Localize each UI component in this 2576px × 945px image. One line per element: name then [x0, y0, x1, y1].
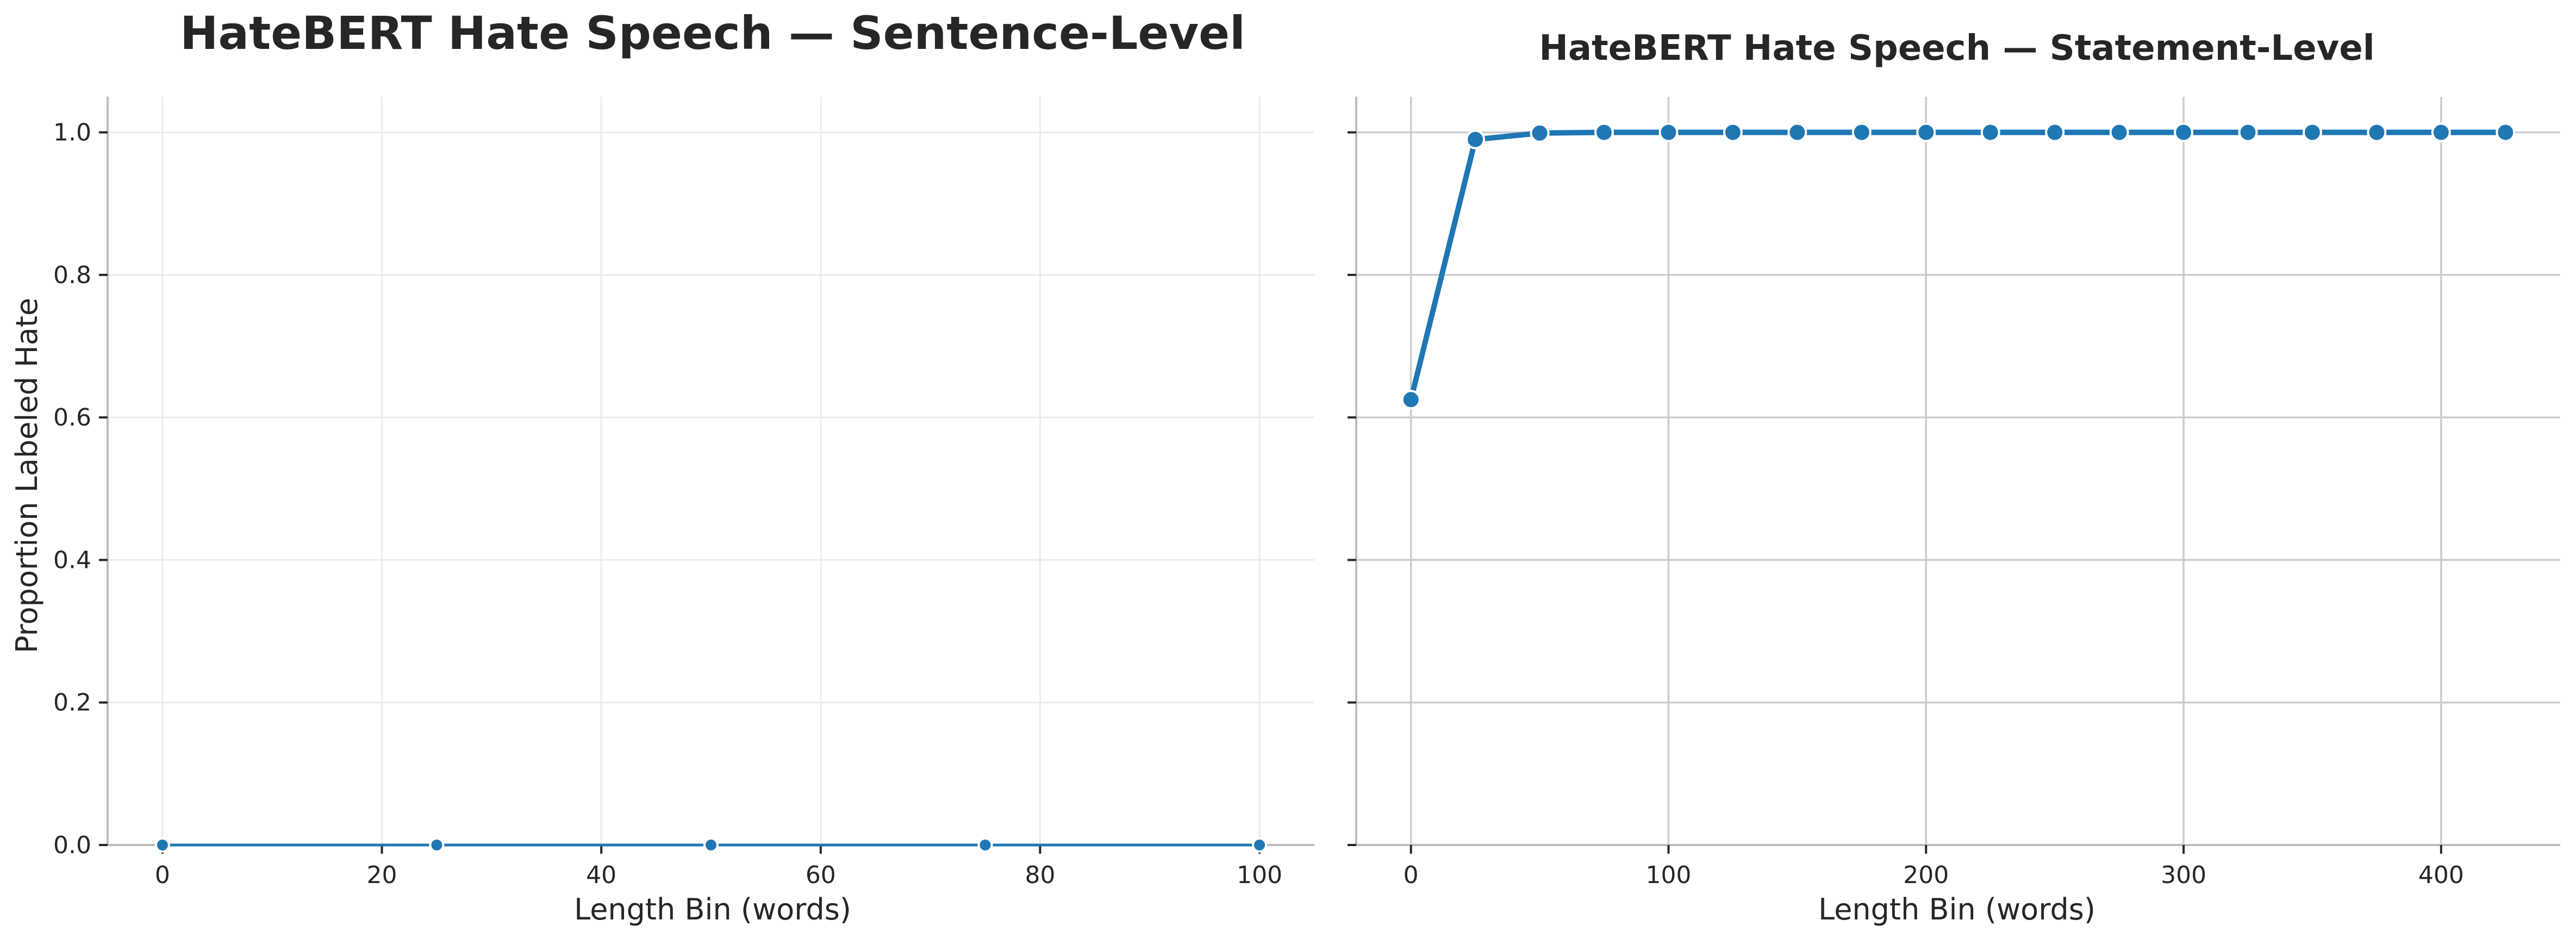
data-point	[1594, 122, 1614, 142]
y-tick-label: 0.2	[53, 689, 91, 717]
axes	[107, 97, 1314, 846]
grid-lines	[108, 97, 1314, 846]
data-point	[1723, 122, 1743, 142]
y-tick-label: 0.0	[53, 831, 91, 859]
data-point	[2367, 122, 2387, 142]
data-point	[1465, 129, 1486, 149]
series	[154, 837, 1268, 853]
x-axis-label: Length Bin (words)	[1818, 892, 2095, 927]
data-point	[2431, 122, 2451, 142]
y-axis-label: Proportion Labeled Hate	[10, 298, 44, 653]
y-tick-label: 0.8	[53, 261, 91, 289]
data-point	[703, 837, 719, 853]
x-tick-label: 100	[1237, 861, 1282, 889]
chart-title: HateBERT Hate Speech — Statement-Level	[1539, 28, 2374, 68]
y-tick-label: 0.6	[53, 404, 91, 431]
series	[1401, 122, 2516, 410]
y-tick-label: 0.4	[53, 546, 91, 574]
data-point	[1401, 390, 1421, 410]
axes	[1355, 97, 2560, 846]
panel-statement-level: 0 100 200 300 400 HateBERT Hate Speech — Sta…	[1348, 28, 2560, 927]
data-point	[2238, 122, 2258, 142]
panel-sentence-level: 0 20 40 60 80 100 0.0 0.2 0.4 0.6 0.8 1.0 HateBERT …	[10, 7, 1314, 927]
data-point	[429, 837, 445, 853]
data-point	[2045, 122, 2065, 142]
x-tick-label: 200	[1903, 861, 1949, 889]
data-point	[2174, 122, 2194, 142]
x-tick-label: 0	[155, 861, 170, 889]
x-tick-label: 20	[367, 861, 397, 889]
x-tick-label: 300	[2161, 861, 2206, 889]
data-point	[1916, 122, 1936, 142]
data-point	[1851, 122, 1872, 142]
data-point	[1530, 123, 1550, 143]
y-tick-label: 1.0	[53, 119, 91, 147]
x-tick-label: 80	[1025, 861, 1055, 889]
x-tick-label: 60	[806, 861, 836, 889]
data-point	[2496, 122, 2516, 142]
data-point	[1980, 122, 2000, 142]
data-point	[154, 837, 170, 853]
data-point	[2109, 122, 2129, 142]
x-tick-label: 100	[1645, 861, 1691, 889]
x-axis-label: Length Bin (words)	[574, 892, 851, 927]
data-point	[2302, 122, 2322, 142]
x-tick-label: 400	[2418, 861, 2464, 889]
data-point	[1787, 122, 1807, 142]
x-tick-label: 0	[1404, 861, 1419, 889]
x-tick-label: 40	[586, 861, 616, 889]
ticks: 0 100 200 300 400	[1348, 131, 2464, 889]
data-point	[977, 837, 993, 853]
chart-title: HateBERT Hate Speech — Sentence-Level	[180, 7, 1245, 60]
data-point	[1252, 837, 1268, 853]
grid-lines	[1356, 97, 2560, 846]
data-point	[1658, 122, 1679, 142]
ticks: 0 20 40 60 80 100 0.0 0.2 0.4 0.6 0.8 1.0	[53, 119, 1282, 889]
series-line	[1408, 129, 2509, 403]
